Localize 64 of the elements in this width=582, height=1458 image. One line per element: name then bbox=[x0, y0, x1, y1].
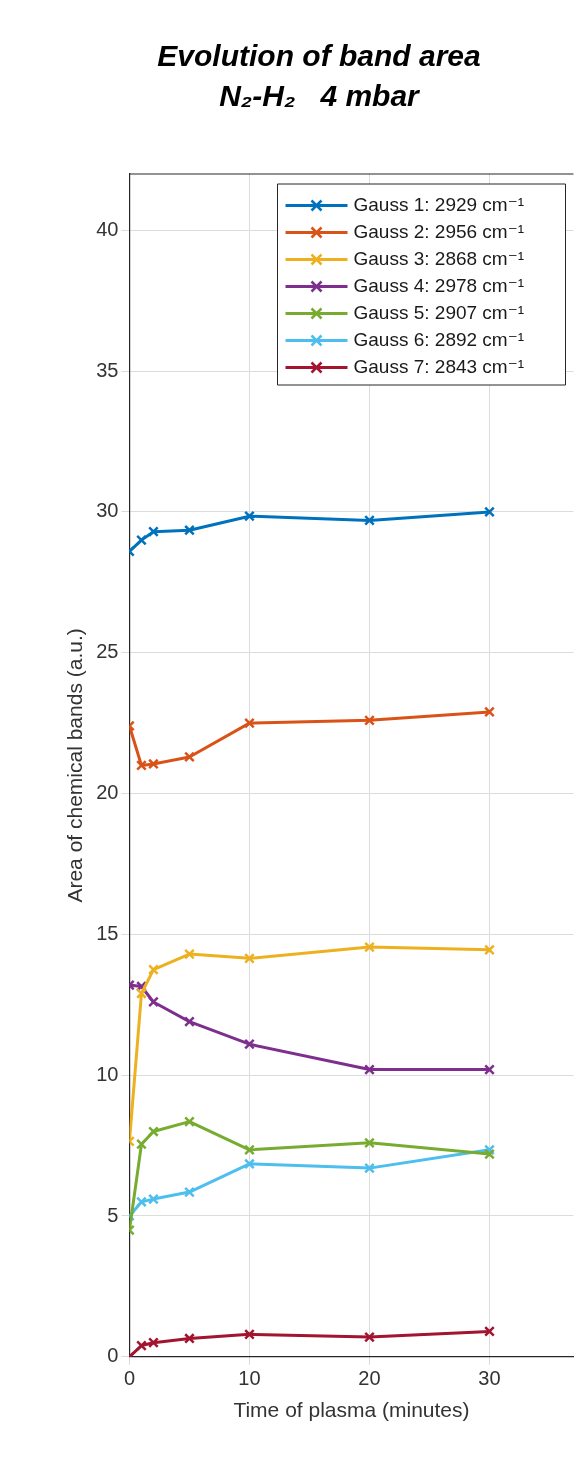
legend-label: Gauss 4: 2978 cm⁻¹ bbox=[353, 274, 525, 296]
point bbox=[484, 944, 495, 956]
point bbox=[243, 1038, 255, 1050]
point bbox=[484, 506, 495, 518]
point bbox=[363, 1331, 375, 1343]
point bbox=[484, 1148, 495, 1160]
legend-label: Gauss 1: 2929 cm⁻¹ bbox=[353, 193, 525, 215]
point bbox=[183, 751, 195, 763]
point bbox=[363, 514, 375, 526]
y-tick-label: 10 bbox=[96, 1062, 119, 1085]
point bbox=[183, 1186, 195, 1198]
point bbox=[484, 706, 495, 718]
point bbox=[147, 964, 159, 976]
point bbox=[183, 524, 195, 536]
point bbox=[243, 1328, 255, 1340]
point bbox=[363, 1064, 375, 1076]
legend-label: Gauss 7: 2843 cm⁻¹ bbox=[353, 355, 525, 377]
y-tick-label: 15 bbox=[96, 921, 119, 944]
point bbox=[147, 526, 159, 538]
point bbox=[243, 510, 255, 522]
x-axis-title: Time of plasma (minutes) bbox=[233, 1398, 470, 1422]
x-tick-label: 10 bbox=[238, 1367, 261, 1390]
point bbox=[135, 759, 147, 771]
point bbox=[363, 1162, 375, 1174]
point bbox=[147, 1126, 159, 1137]
chart-title: Evolution of band area bbox=[157, 39, 481, 73]
point bbox=[135, 1138, 147, 1150]
y-tick-label: 30 bbox=[96, 499, 119, 522]
y-tick-label: 40 bbox=[96, 217, 119, 240]
point bbox=[135, 1196, 147, 1208]
point bbox=[135, 988, 147, 999]
point bbox=[147, 996, 159, 1008]
point bbox=[243, 1144, 255, 1156]
point bbox=[183, 1116, 195, 1128]
point bbox=[363, 1137, 375, 1149]
point bbox=[183, 1016, 195, 1028]
y-tick-label: 20 bbox=[96, 781, 119, 804]
point bbox=[135, 534, 147, 546]
y-tick-label: 0 bbox=[107, 1344, 119, 1367]
legend-label: Gauss 5: 2907 cm⁻¹ bbox=[353, 301, 525, 323]
x-tick-label: 30 bbox=[478, 1367, 501, 1390]
point bbox=[243, 1158, 255, 1170]
y-tick-label: 5 bbox=[107, 1203, 119, 1226]
point bbox=[147, 758, 159, 770]
point bbox=[183, 948, 195, 960]
point bbox=[243, 717, 255, 729]
x-tick-label: 20 bbox=[358, 1367, 381, 1390]
legend-label: Gauss 6: 2892 cm⁻¹ bbox=[353, 328, 525, 350]
point bbox=[363, 714, 375, 726]
point bbox=[147, 1337, 159, 1349]
point bbox=[147, 1193, 159, 1205]
y-axis-title: Area of chemical bands (a.u.) bbox=[63, 628, 87, 903]
legend-label: Gauss 2: 2956 cm⁻¹ bbox=[353, 220, 525, 242]
y-tick-label: 35 bbox=[96, 358, 119, 381]
chart-subtitle: N₂-H₂ 4 mbar bbox=[219, 79, 422, 113]
y-tick-label: 25 bbox=[96, 640, 119, 663]
point bbox=[484, 1064, 495, 1076]
point bbox=[135, 1340, 147, 1352]
point bbox=[183, 1333, 195, 1344]
legend-label: Gauss 3: 2868 cm⁻¹ bbox=[353, 247, 525, 269]
point bbox=[363, 941, 375, 953]
point bbox=[484, 1325, 495, 1337]
x-tick-label: 0 bbox=[123, 1367, 136, 1390]
point bbox=[243, 952, 255, 964]
